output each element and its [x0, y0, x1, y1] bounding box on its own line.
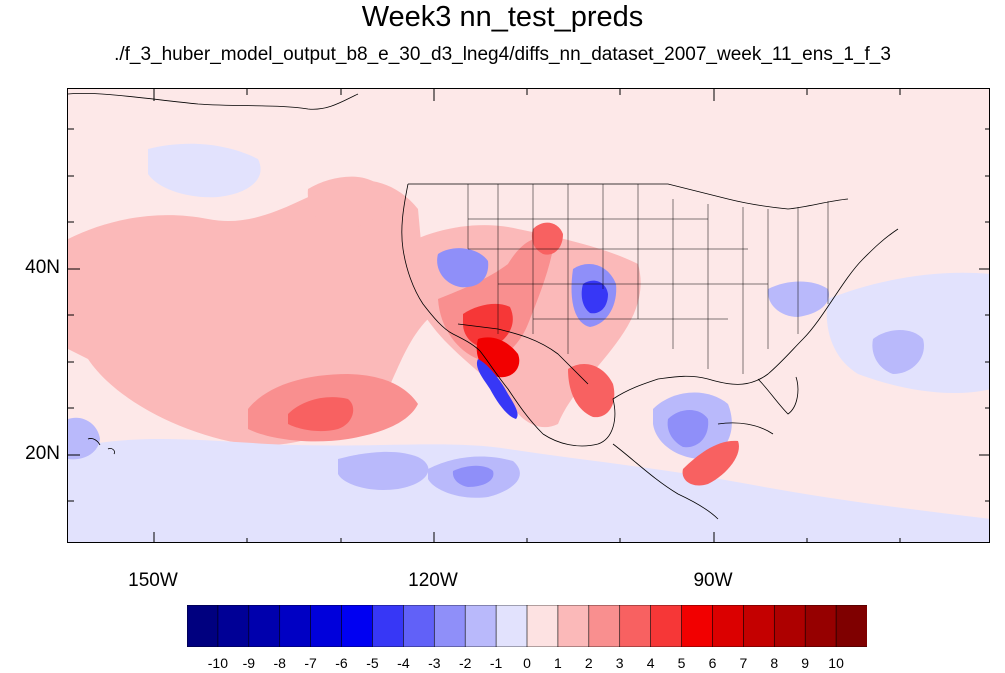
coastline-layer [68, 92, 899, 520]
anomaly-map [68, 89, 989, 542]
lat-label-40n: 40N [25, 257, 60, 278]
contour-negative-atlantic-core [872, 330, 924, 374]
colorbar-tick-label: -1 [489, 655, 503, 671]
lat-label-20n: 20N [25, 443, 60, 464]
colorbar-swatch [588, 605, 621, 647]
lon-label-150w: 150W [128, 570, 178, 591]
colorbar-tick-label: -2 [458, 655, 472, 671]
colorbar-swatch [495, 605, 528, 647]
colorbar [187, 605, 867, 647]
left-axis-ticks [68, 128, 80, 502]
contour-negative-np [148, 143, 261, 198]
colorbar-swatch [403, 605, 435, 647]
contour-positive-np [307, 176, 384, 229]
figure-title: Week3 nn_test_preds [361, 1, 644, 33]
state-boundaries [467, 184, 829, 374]
contour-negative-baja [476, 359, 518, 419]
contour-positive-rockies [531, 222, 563, 255]
colorbar-swatch [526, 605, 559, 647]
colorbar-swatch [464, 605, 497, 647]
colorbar-swatch [743, 605, 775, 647]
border-us-mexico [457, 323, 589, 385]
colorbar-swatch [187, 605, 219, 647]
colorbar-tick-label: -7 [304, 655, 317, 671]
colorbar-swatch [804, 605, 837, 647]
state-lines-central [637, 184, 744, 374]
colorbar-tick-label: 0 [523, 655, 531, 671]
contour-positive-west-core [463, 303, 513, 348]
contour-negative-tropics-mid [338, 451, 429, 490]
top-axis-ticks [153, 89, 901, 101]
contour-negative-gulf-core [667, 410, 709, 448]
colorbar-swatch [835, 605, 867, 647]
colorbar-swatch [557, 605, 590, 647]
colorbar-swatch [217, 605, 250, 647]
contour-negative-tropics [68, 439, 989, 542]
colorbar-tick-label: 8 [770, 655, 779, 671]
contour-fill-layer [68, 143, 989, 542]
lon-label-120w: 120W [408, 570, 458, 591]
map-panel [67, 88, 990, 543]
contour-positive-mexico [568, 364, 615, 418]
contour-negative-plains-core [581, 280, 608, 314]
colorbar-swatch [279, 605, 312, 647]
bottom-axis-ticks [153, 532, 901, 542]
colorbar-swatch [248, 605, 281, 647]
coastline-hawaii [87, 438, 115, 455]
colorbar-tick-label: 7 [739, 655, 748, 671]
colorbar-swatch [341, 605, 374, 647]
contour-negative-basin [437, 248, 489, 288]
colorbar-labels: -10 -9 -8 -7 -6 -5 -4 -3 -2 -1 0 1 2 3 4 5 6 7 8 9 10 [187, 655, 867, 673]
colorbar-tick-label: -8 [273, 655, 286, 671]
coastline-cuba [717, 422, 774, 435]
state-lines-west [467, 184, 604, 354]
colorbar-tick-label: 5 [677, 655, 686, 671]
colorbar-tick-label: -6 [335, 655, 348, 671]
coastline-gulf [542, 228, 899, 447]
contour-negative-hawaii [68, 417, 100, 460]
colorbar-swatch [372, 605, 404, 647]
colorbar-tick-label: 6 [708, 655, 717, 671]
tick-marks [68, 89, 989, 542]
colorbar-tick-label: 1 [553, 655, 562, 671]
coastline-pacific-us [401, 183, 544, 435]
colorbar-tick-label: -5 [366, 655, 379, 671]
state-lines-horizontal [468, 218, 768, 320]
colorbar-tick-label: 2 [584, 655, 593, 671]
colorbar-tick-label: 9 [801, 655, 810, 671]
colorbar-swatch [433, 605, 466, 647]
contour-positive-pacific-core [288, 397, 354, 432]
colorbar-tick-label: 10 [828, 655, 844, 671]
colorbar-tick-label: 4 [646, 655, 655, 671]
contour-negative-tropics-core [452, 465, 494, 487]
colorbar-swatch [712, 605, 744, 647]
border-us-canada [408, 183, 849, 210]
state-lines-east [767, 201, 829, 349]
colorbar-tick-label: -4 [397, 655, 410, 671]
right-axis-ticks [979, 128, 989, 502]
contour-positive-caribbean [682, 440, 739, 486]
colorbar-swatch [681, 605, 714, 647]
colorbar-swatch [773, 605, 806, 647]
contour-negative-east [767, 281, 829, 317]
colorbar-tick-label: 3 [615, 655, 624, 671]
colorbar-swatch [310, 605, 343, 647]
colorbar-tick-label: -3 [428, 655, 441, 671]
colorbar-swatch [619, 605, 652, 647]
coastline-west-north-america [68, 92, 359, 110]
coastline-central-america [612, 443, 719, 520]
colorbar-tick-label: -9 [242, 655, 256, 671]
figure-subtitle: ./f_3_huber_model_output_b8_e_30_d3_lneg… [114, 44, 891, 65]
colorbar-swatch [650, 605, 683, 647]
coastline-florida [757, 376, 799, 415]
lon-label-90w: 90W [693, 570, 733, 591]
colorbar-tick-label: -10 [207, 655, 228, 671]
